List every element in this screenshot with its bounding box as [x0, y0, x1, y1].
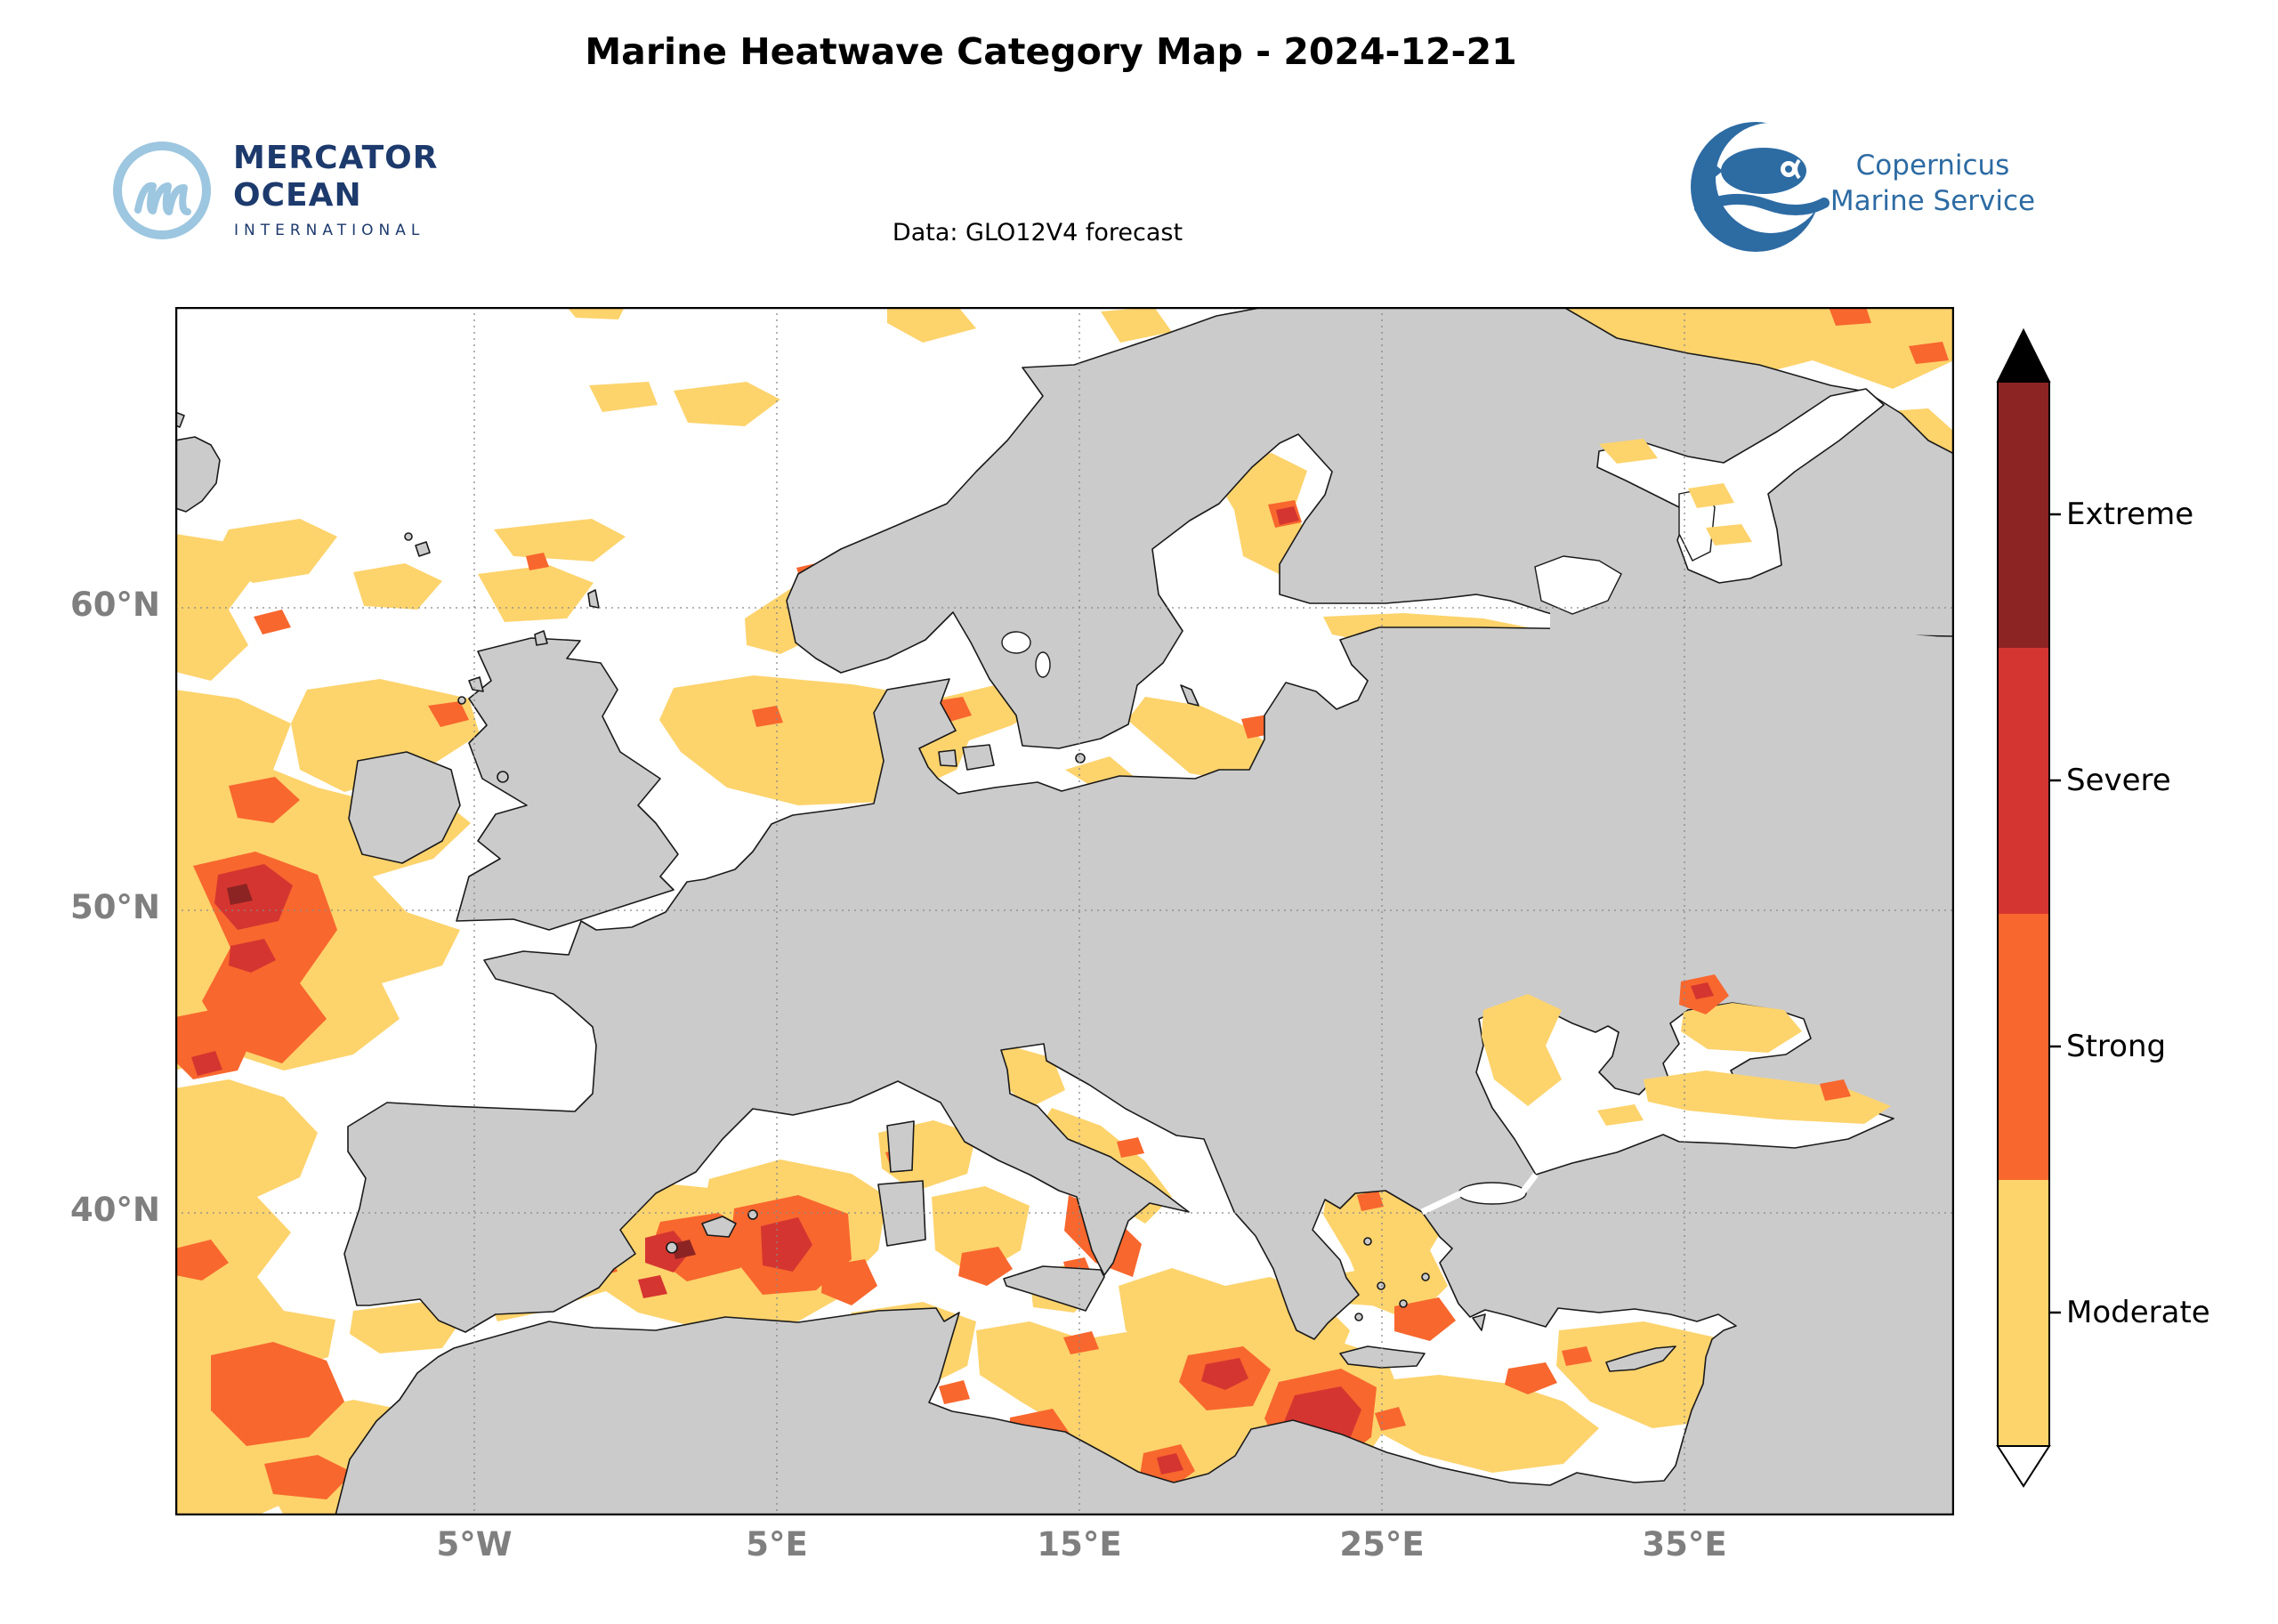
- colorbar-label-extreme: Extreme: [2066, 497, 2194, 532]
- land-continental-europe-africa: [335, 626, 1954, 1515]
- colorbar-extreme-segment: [1998, 382, 2049, 648]
- colorbar-under-arrow: [1996, 1445, 2051, 1488]
- land-masses: [175, 307, 1954, 1515]
- mercator-ocean-logo-icon: [113, 141, 211, 239]
- marine-heatwave-map: [175, 307, 1954, 1515]
- land-crete: [1339, 1345, 1426, 1369]
- white-sea: [1596, 388, 1885, 584]
- land-corsica: [886, 1120, 915, 1173]
- map-frame: [175, 307, 1954, 1515]
- xtick-25E: 25°E: [1339, 1525, 1425, 1563]
- land-ireland: [348, 751, 461, 864]
- land-sardinia: [877, 1180, 926, 1247]
- xtick-35E: 35°E: [1642, 1525, 1727, 1563]
- colorbar-moderate-segment: [1998, 1180, 2049, 1446]
- land-scandinavia: [786, 307, 1954, 749]
- xtick-5W: 5°W: [436, 1525, 513, 1563]
- colorbar-strong-segment: [1998, 914, 2049, 1180]
- colorbar-label-strong: Strong: [2066, 1029, 2167, 1064]
- colorbar-over-arrow: [1996, 327, 2051, 383]
- land-sicily: [1003, 1265, 1105, 1312]
- copernicus-wordmark-line1: Copernicus: [1855, 149, 2010, 182]
- colorbar-label-moderate: Moderate: [2066, 1295, 2210, 1330]
- copernicus-logo-icon: [1691, 122, 1830, 252]
- ytick-50N: 50°N: [70, 888, 160, 926]
- mercator-wordmark-line1: MERCATOR: [233, 140, 439, 176]
- land-great-britain: [456, 637, 679, 931]
- mhw-patches-enclosed-seas: [1482, 439, 1891, 1126]
- mercator-wordmark-line3: INTERNATIONAL: [234, 222, 425, 239]
- graticule: [175, 307, 1954, 1515]
- colorbar: [1996, 327, 2061, 1488]
- copernicus-wordmark-line2: Marine Service: [1830, 185, 2036, 217]
- colorbar-label-severe: Severe: [2066, 763, 2171, 798]
- xtick-5E: 5°E: [746, 1525, 808, 1563]
- mercator-wordmark-line2: OCEAN: [233, 177, 362, 214]
- page-title: Marine Heatwave Category Map - 2024-12-2…: [585, 30, 1517, 73]
- colorbar-severe-segment: [1998, 648, 2049, 914]
- data-source-label: Data: GLO12V4 forecast: [892, 219, 1183, 246]
- land-cyprus: [1605, 1345, 1676, 1372]
- land-mallorca: [701, 1216, 737, 1238]
- land-iceland-main: [175, 436, 221, 513]
- xtick-15E: 15°E: [1037, 1525, 1122, 1563]
- ytick-40N: 40°N: [70, 1191, 160, 1229]
- ytick-60N: 60°N: [70, 586, 160, 624]
- lake-ladoga: [1534, 555, 1622, 615]
- sea-of-marmara: [1458, 1182, 1527, 1205]
- land-iceland: [175, 411, 185, 428]
